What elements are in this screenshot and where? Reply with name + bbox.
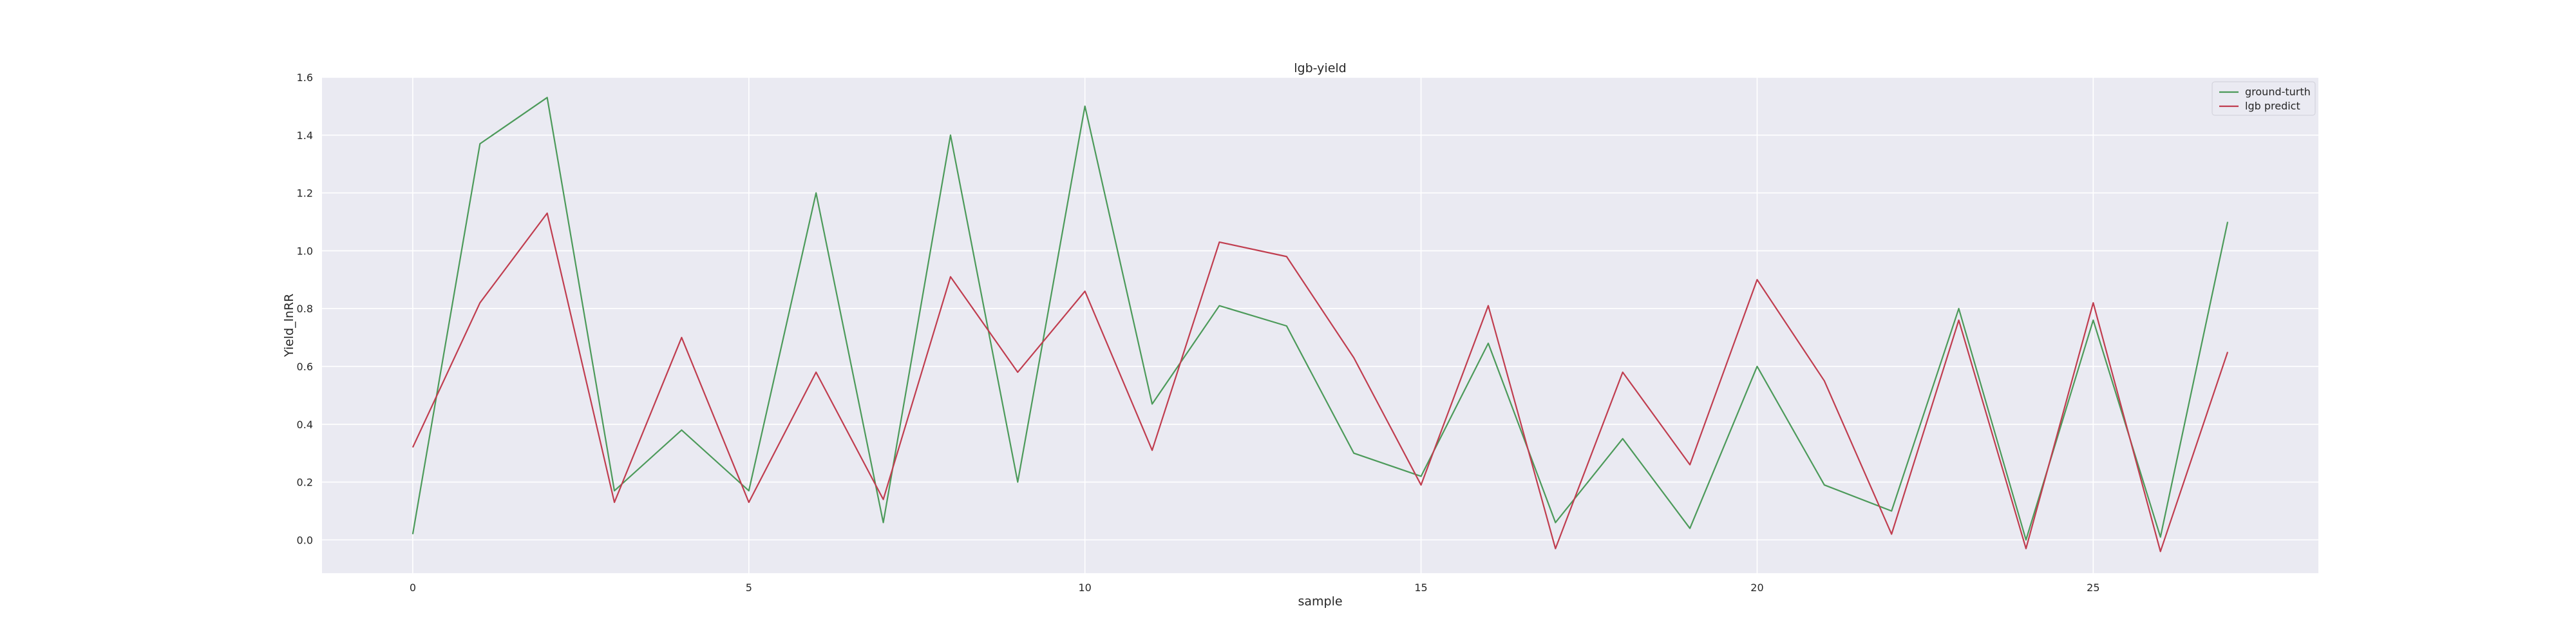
y-tick-label: 1.0 — [297, 245, 313, 257]
plot-area — [322, 77, 2318, 573]
series-line-ground-turth — [412, 97, 2229, 541]
x-axis-ticks: 0 5 10 15 20 25 — [410, 582, 2100, 594]
series-lines — [412, 97, 2229, 553]
y-tick-label: 0.2 — [297, 477, 313, 489]
x-tick-label: 25 — [2087, 582, 2099, 594]
grid-lines — [322, 77, 2318, 573]
y-tick-label: 1.6 — [297, 71, 313, 84]
y-axis-ticks: 0.0 0.2 0.4 0.6 0.8 1.0 1.2 1.4 1.6 — [297, 71, 313, 546]
legend-label-ground-turth: ground-turth — [2245, 86, 2311, 98]
legend-label-lgb-predict: lgb predict — [2245, 100, 2300, 112]
x-tick-label: 10 — [1079, 582, 1092, 594]
x-axis-label: sample — [1298, 594, 1342, 609]
x-tick-label: 20 — [1750, 582, 1763, 594]
chart-title: lgb-yield — [1294, 61, 1346, 75]
series-line-lgb-predict — [412, 212, 2229, 553]
y-tick-label: 0.6 — [297, 361, 313, 373]
y-tick-label: 0.0 — [297, 534, 313, 546]
x-tick-label: 15 — [1414, 582, 1427, 594]
y-tick-label: 1.4 — [297, 129, 313, 142]
y-tick-label: 0.4 — [297, 419, 313, 431]
y-axis-label: Yield_lnRR — [282, 294, 296, 357]
y-tick-label: 0.8 — [297, 303, 313, 315]
y-tick-label: 1.2 — [297, 187, 313, 200]
x-tick-label: 0 — [410, 582, 416, 594]
legend: ground-turth lgb predict — [2211, 81, 2316, 116]
x-tick-label: 5 — [746, 582, 752, 594]
